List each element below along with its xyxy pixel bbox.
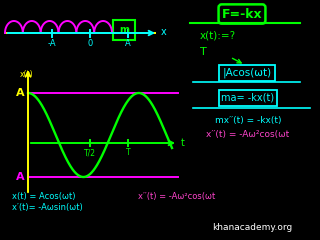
Text: T: T [126,148,130,157]
Text: x′(t)= -Aωsin(ωt): x′(t)= -Aωsin(ωt) [12,203,83,212]
Text: t: t [181,138,185,148]
Text: A: A [16,88,25,98]
Text: x(t) = Acos(ωt): x(t) = Acos(ωt) [12,192,76,201]
Text: x′′(t) = -Aω²cos(ωt: x′′(t) = -Aω²cos(ωt [138,192,215,201]
Text: mx′′(t) = -kx(t): mx′′(t) = -kx(t) [215,115,281,125]
Text: x′′(t) = -Aω²cos(ωt: x′′(t) = -Aω²cos(ωt [206,131,290,139]
Text: x(t):=?: x(t):=? [200,31,236,41]
Text: khanacademy.org: khanacademy.org [212,223,292,233]
Text: -A: -A [48,39,56,48]
Text: T: T [200,47,207,57]
Text: x: x [161,27,167,37]
Text: m: m [119,25,129,35]
Bar [113,20,135,40]
Text: x(t): x(t) [20,70,34,79]
Text: |Acos(ωt): |Acos(ωt) [222,68,272,78]
Text: A: A [16,172,25,182]
Text: 0: 0 [87,39,92,48]
Text: A: A [125,39,131,48]
Text: T/2: T/2 [84,148,96,157]
Text: ma= -kx(t): ma= -kx(t) [221,93,275,103]
Text: F=-kx: F=-kx [222,7,262,20]
